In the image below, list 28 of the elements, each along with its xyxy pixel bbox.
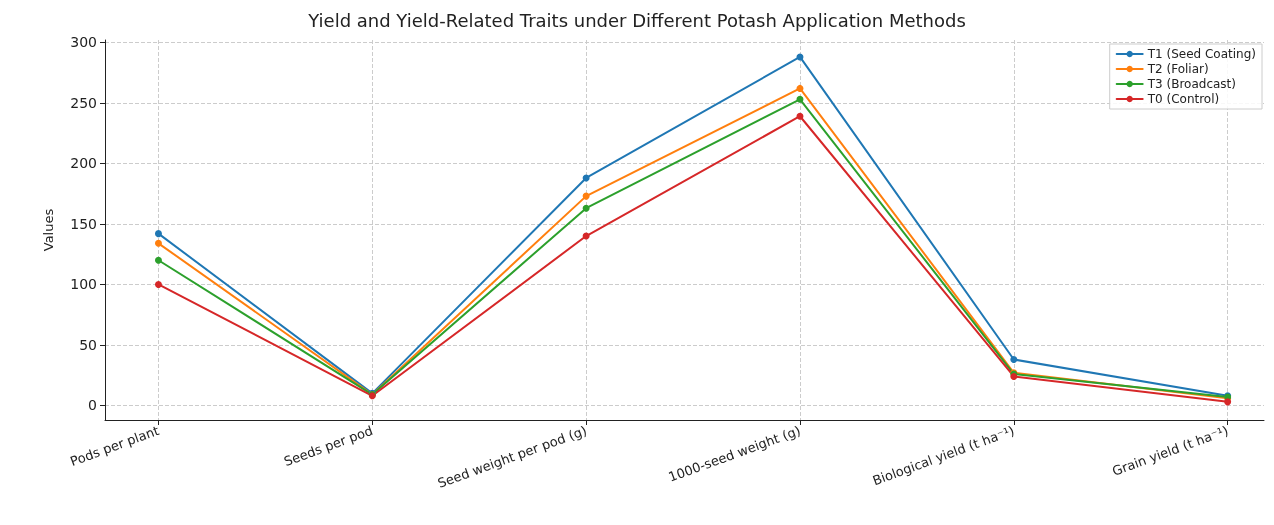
x-tick-label: Seeds per pod	[281, 422, 375, 470]
point	[154, 239, 162, 247]
y-tick-label: 250	[70, 94, 97, 111]
point	[582, 192, 590, 200]
point	[796, 112, 804, 120]
point	[154, 256, 162, 264]
chart-title: Yield and Yield-Related Traits under Different Potash Application Methods	[307, 9, 966, 31]
point	[796, 95, 804, 103]
legend-label: T2 (Foliar)	[1146, 62, 1209, 76]
point	[154, 230, 162, 238]
x-tick-label: Pods per plant	[68, 422, 162, 469]
point	[1224, 398, 1232, 406]
y-tick-label: 200	[70, 155, 97, 172]
y-tick-label: 150	[70, 215, 97, 232]
x-tick-label: Grain yield (t ha⁻¹)	[1110, 422, 1231, 479]
y-axis-title: Values	[41, 208, 56, 252]
point	[582, 204, 590, 212]
legend-label: T3 (Broadcast)	[1146, 77, 1236, 91]
y-tick-label: 0	[88, 397, 97, 414]
y-tick-label: 50	[79, 336, 97, 353]
point	[154, 280, 162, 288]
legend-label: T0 (Control)	[1146, 92, 1220, 106]
point	[1010, 355, 1018, 363]
x-tick-label: Seed weight per pod (g)	[435, 422, 589, 491]
y-tick-label: 300	[70, 34, 97, 51]
legend-label: T1 (Seed Coating)	[1146, 47, 1256, 61]
y-tick-label: 100	[70, 276, 97, 293]
point	[796, 84, 804, 92]
